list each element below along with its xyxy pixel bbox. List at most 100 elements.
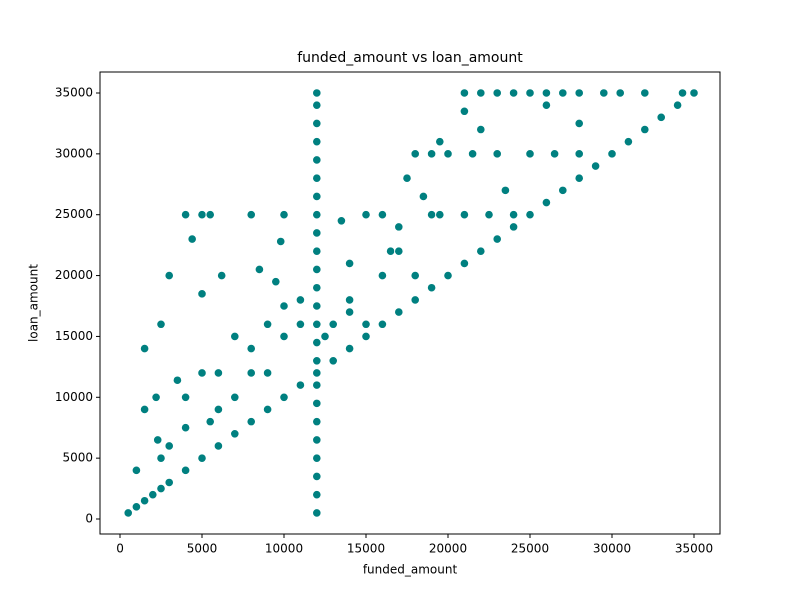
- point: [254, 264, 265, 275]
- chart-title: funded_amount vs loan_amount: [297, 50, 523, 66]
- point: [148, 490, 158, 500]
- point: [550, 149, 560, 159]
- points: [123, 88, 699, 518]
- point: [525, 88, 535, 98]
- y-tick-label: 35000: [55, 85, 93, 99]
- point: [361, 210, 371, 220]
- y-tick-label: 5000: [62, 451, 93, 465]
- x-tick-label: 30000: [593, 542, 631, 556]
- point: [312, 88, 322, 98]
- point: [230, 392, 240, 402]
- point: [181, 392, 191, 402]
- point: [263, 404, 273, 415]
- point: [410, 149, 420, 159]
- point: [279, 301, 289, 311]
- point: [484, 210, 494, 220]
- point: [151, 392, 161, 402]
- point: [140, 496, 150, 506]
- point: [131, 502, 142, 512]
- point: [345, 295, 355, 305]
- point: [591, 161, 601, 171]
- plot-frame: [99, 71, 721, 535]
- point: [312, 100, 322, 110]
- point: [276, 236, 286, 247]
- point: [410, 295, 420, 305]
- point: [181, 423, 191, 433]
- point: [187, 234, 197, 244]
- x-tick-label: 10000: [265, 542, 303, 556]
- point: [181, 210, 191, 220]
- point: [213, 441, 224, 451]
- point: [217, 270, 227, 281]
- point: [312, 319, 322, 329]
- point: [312, 471, 322, 482]
- point: [640, 88, 650, 98]
- point: [312, 228, 322, 238]
- point: [164, 270, 174, 281]
- point: [312, 368, 322, 378]
- point: [312, 246, 322, 256]
- point: [476, 124, 486, 135]
- point: [181, 465, 191, 475]
- point: [279, 331, 289, 342]
- point: [509, 222, 519, 232]
- point: [677, 88, 688, 98]
- point: [312, 155, 322, 165]
- point: [500, 185, 511, 195]
- point: [156, 453, 166, 463]
- point: [410, 270, 420, 281]
- point: [271, 277, 281, 287]
- point: [336, 216, 347, 226]
- point: [153, 435, 163, 445]
- point: [230, 429, 240, 439]
- point: [345, 258, 355, 268]
- point: [164, 477, 174, 488]
- point: [312, 356, 322, 366]
- point: [312, 210, 322, 220]
- point: [377, 319, 388, 329]
- point: [263, 319, 273, 329]
- x-tick-label: 35000: [675, 542, 713, 556]
- x-tick-label: 5000: [187, 542, 218, 556]
- point: [328, 319, 338, 329]
- point: [156, 319, 166, 329]
- point: [263, 368, 273, 378]
- point: [361, 331, 371, 342]
- point: [492, 149, 502, 159]
- point: [509, 210, 519, 220]
- point: [459, 210, 470, 220]
- point: [246, 210, 256, 220]
- point: [525, 149, 535, 159]
- x-tick-label: 0: [116, 542, 124, 556]
- point: [312, 508, 322, 518]
- point: [156, 483, 166, 494]
- point: [386, 246, 396, 256]
- x-tick-label: 25000: [511, 542, 549, 556]
- point: [492, 234, 502, 244]
- point: [574, 149, 584, 159]
- point: [599, 88, 609, 98]
- point: [140, 344, 150, 354]
- point: [361, 319, 371, 329]
- point: [312, 417, 322, 427]
- y-tick-label: 30000: [55, 146, 93, 160]
- point: [402, 173, 412, 183]
- x-tick-label: 20000: [429, 542, 467, 556]
- point: [427, 283, 437, 293]
- point: [246, 344, 256, 354]
- point: [197, 210, 207, 220]
- point: [312, 301, 322, 311]
- point: [213, 404, 224, 415]
- point: [312, 380, 322, 390]
- y-tick-label: 15000: [55, 329, 93, 343]
- point: [443, 149, 453, 159]
- point: [435, 137, 445, 147]
- point: [205, 417, 215, 427]
- point: [312, 337, 322, 348]
- point: [558, 185, 568, 195]
- point: [197, 453, 207, 463]
- point: [459, 258, 470, 268]
- x-axis-label: funded_amount: [363, 563, 458, 577]
- point: [312, 264, 322, 275]
